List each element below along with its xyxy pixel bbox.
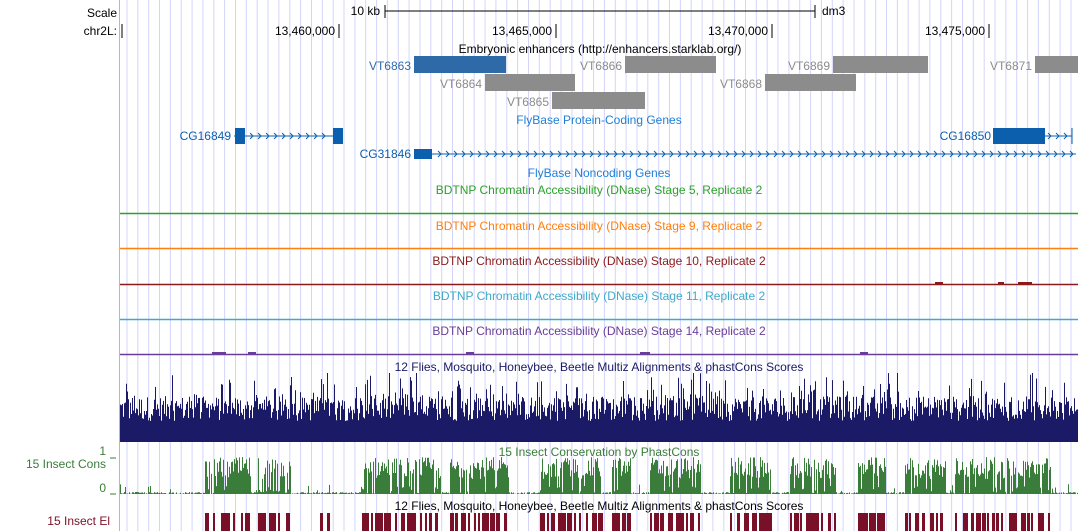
- enhancer-feature-vt6869[interactable]: [833, 56, 928, 73]
- dnase-track-title: BDTNP Chromatin Accessibility (DNase) St…: [432, 324, 766, 338]
- multiz-conservation-graph[interactable]: [120, 373, 1078, 442]
- elements-side-label[interactable]: 15 Insect El: [47, 514, 110, 528]
- enhancer-label: VT6868: [720, 77, 762, 91]
- dnase-track-title: BDTNP Chromatin Accessibility (DNase) St…: [436, 183, 763, 197]
- dnase-track-title: BDTNP Chromatin Accessibility (DNase) St…: [432, 254, 766, 268]
- ruler-tick-label: 13,465,000: [492, 24, 552, 38]
- gene-cg16849[interactable]: CG16849: [180, 128, 343, 144]
- enhancer-label: VT6869: [788, 59, 830, 73]
- assembly-label: dm3: [822, 4, 846, 18]
- gene-label: CG16849: [180, 129, 232, 143]
- dnase-track-stage9[interactable]: BDTNP Chromatin Accessibility (DNase) St…: [120, 219, 1078, 250]
- protein-genes-track-title: FlyBase Protein-Coding Genes: [516, 113, 681, 127]
- enhancer-feature-vt6868[interactable]: [765, 74, 856, 91]
- dnase-track-title: BDTNP Chromatin Accessibility (DNase) St…: [436, 219, 763, 233]
- enhancer-feature-vt6863[interactable]: [414, 56, 506, 73]
- enhancer-feature-vt6871[interactable]: [1035, 56, 1078, 73]
- phastcons-ymin: 0: [99, 481, 106, 495]
- gene-label: CG16850: [940, 129, 992, 143]
- enhancer-label: VT6871: [990, 59, 1032, 73]
- gene-label: CG31846: [360, 147, 412, 161]
- enhancer-feature-vt6865[interactable]: [552, 92, 645, 109]
- chrom-label: chr2L:: [84, 24, 117, 38]
- noncoding-track-title: FlyBase Noncoding Genes: [528, 166, 671, 180]
- phastcons-track-title: 15 Insect Conservation by PhastCons: [499, 445, 700, 459]
- enhancer-feature-vt6864[interactable]: [485, 74, 575, 91]
- conserved-elements-track[interactable]: [205, 513, 1050, 531]
- dnase-track-title: BDTNP Chromatin Accessibility (DNase) St…: [433, 289, 766, 303]
- multiz-track-title: 12 Flies, Mosquito, Honeybee, Beetle Mul…: [395, 360, 804, 374]
- gene-cg31846[interactable]: CG31846: [360, 147, 1076, 161]
- phastcons-ymax: 1: [99, 444, 106, 458]
- enhancer-label: VT6863: [369, 59, 411, 73]
- enhancer-feature-vt6866[interactable]: [625, 56, 716, 73]
- elements-track-title: 12 Flies, Mosquito, Honeybee, Beetle Mul…: [395, 499, 804, 513]
- enhancer-label: VT6864: [440, 77, 482, 91]
- dnase-track-stage11[interactable]: BDTNP Chromatin Accessibility (DNase) St…: [120, 289, 1078, 321]
- enhancer-label: VT6866: [580, 59, 622, 73]
- scale-label: Scale: [87, 6, 117, 20]
- ruler-tick-label: 13,460,000: [275, 24, 335, 38]
- scale-bar: [384, 5, 816, 18]
- scale-bar-label: 10 kb: [351, 4, 381, 18]
- ruler-tick-label: 13,475,000: [925, 24, 985, 38]
- ruler-ticks: 13,460,000 13,465,000 13,470,000 13,475,…: [275, 24, 990, 38]
- dnase-track-stage14[interactable]: BDTNP Chromatin Accessibility (DNase) St…: [120, 324, 1078, 356]
- phastcons-graph[interactable]: [120, 457, 1078, 494]
- dnase-track-stage5[interactable]: BDTNP Chromatin Accessibility (DNase) St…: [120, 183, 1078, 215]
- enhancer-track[interactable]: VT6863 VT6864 VT6865 VT6866 VT6868 VT686…: [369, 56, 1078, 109]
- dnase-track-stage10[interactable]: BDTNP Chromatin Accessibility (DNase) St…: [120, 254, 1078, 286]
- enhancer-track-title: Embryonic enhancers (http://enhancers.st…: [459, 42, 742, 56]
- phastcons-axis-ticks: [110, 457, 116, 495]
- phastcons-side-label[interactable]: 15 Insect Cons: [26, 457, 106, 471]
- enhancer-label: VT6865: [507, 95, 549, 109]
- gene-cg16850[interactable]: CG16850: [940, 128, 1073, 144]
- ruler-tick-label: 13,470,000: [708, 24, 768, 38]
- protein-genes-track[interactable]: CG16849 CG31846 CG16850: [180, 128, 1076, 161]
